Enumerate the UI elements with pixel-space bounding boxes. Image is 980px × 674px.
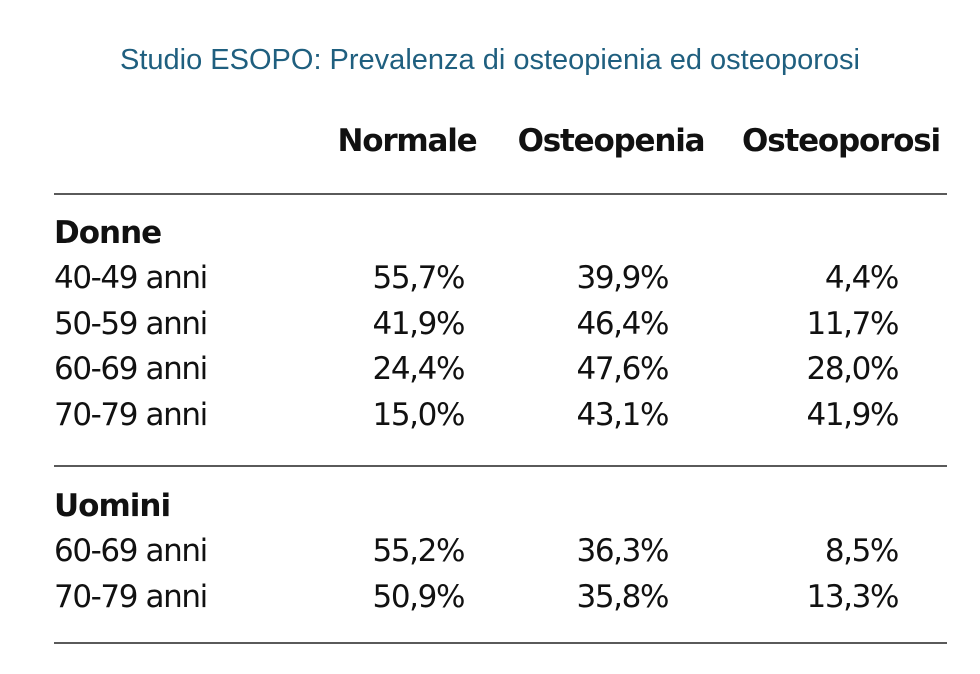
cell-osteoporosi: 28,0%	[806, 351, 900, 387]
group-divider	[54, 465, 947, 467]
column-header-normale: Normale	[337, 123, 477, 159]
row-label: 70-79 anni	[54, 579, 208, 615]
group-label-uomini: Uomini	[54, 488, 171, 524]
cell-osteoporosi: 8,5%	[824, 533, 900, 569]
group-label-donne: Donne	[54, 215, 162, 251]
column-header-osteoporosi: Osteoporosi	[742, 123, 941, 159]
row-label: 70-79 anni	[54, 397, 208, 433]
cell-osteopenia: 36,3%	[576, 533, 670, 569]
header-divider	[54, 193, 947, 195]
cell-normale: 55,2%	[372, 533, 466, 569]
cell-normale: 55,7%	[372, 260, 466, 296]
row-label: 50-59 anni	[54, 306, 208, 342]
cell-osteopenia: 39,9%	[576, 260, 670, 296]
cell-normale: 50,9%	[372, 579, 466, 615]
cell-osteoporosi: 4,4%	[824, 260, 900, 296]
cell-osteopenia: 46,4%	[576, 306, 670, 342]
cell-normale: 41,9%	[372, 306, 466, 342]
row-label: 40-49 anni	[54, 260, 208, 296]
bottom-divider	[54, 642, 947, 644]
table-title: Studio ESOPO: Prevalenza di osteopienia …	[120, 44, 860, 76]
cell-osteoporosi: 41,9%	[806, 397, 900, 433]
cell-osteopenia: 47,6%	[576, 351, 670, 387]
cell-osteoporosi: 13,3%	[806, 579, 900, 615]
row-label: 60-69 anni	[54, 533, 208, 569]
row-label: 60-69 anni	[54, 351, 208, 387]
cell-osteopenia: 43,1%	[576, 397, 670, 433]
cell-osteoporosi: 11,7%	[806, 306, 900, 342]
cell-normale: 15,0%	[372, 397, 466, 433]
cell-osteopenia: 35,8%	[576, 579, 670, 615]
column-header-osteopenia: Osteopenia	[517, 123, 706, 159]
cell-normale: 24,4%	[372, 351, 466, 387]
